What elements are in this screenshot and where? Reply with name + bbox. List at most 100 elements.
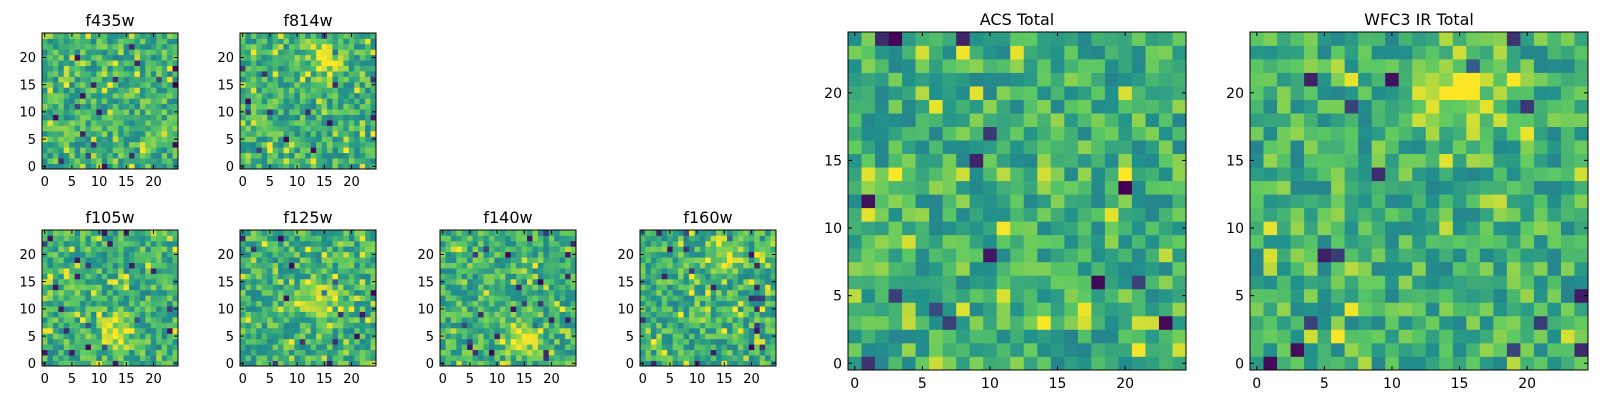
heatmap-cell [500, 350, 506, 356]
heatmap-cell [113, 355, 119, 361]
heatmap-cell [1520, 194, 1534, 208]
heatmap-cell [273, 33, 279, 39]
heatmap-cell [1547, 289, 1561, 303]
heatmap-cell [262, 77, 268, 83]
heatmap-cell [997, 32, 1011, 46]
heatmap-cell [173, 60, 179, 66]
heatmap-cell [716, 279, 722, 285]
heatmap-cell [451, 355, 457, 361]
heatmap-cell [473, 317, 479, 323]
heatmap-cell [129, 263, 135, 269]
heatmap-cell [80, 279, 86, 285]
heatmap-cell [732, 355, 738, 361]
heatmap-cell [1172, 127, 1186, 141]
heatmap-cell [273, 252, 279, 258]
heatmap-cell [322, 241, 328, 247]
heatmap-cell [140, 279, 146, 285]
heatmap-cell [902, 289, 916, 303]
heatmap-cell [129, 301, 135, 307]
heatmap-cell [1493, 167, 1507, 181]
heatmap-cell [700, 246, 706, 252]
heatmap-cell [360, 295, 366, 301]
heatmap-cell [58, 142, 64, 148]
heatmap-cell [107, 268, 113, 274]
heatmap-cell [338, 328, 344, 334]
heatmap-cell [889, 46, 903, 60]
heatmap-cell [760, 317, 766, 323]
heatmap-cell [80, 246, 86, 252]
heatmap-cell [749, 333, 755, 339]
heatmap-cell [338, 268, 344, 274]
heatmap-cell [273, 164, 279, 170]
heatmap-cell [956, 113, 970, 127]
heatmap-cell [300, 115, 306, 121]
heatmap-cell [156, 290, 162, 296]
heatmap-cell [294, 77, 300, 83]
heatmap-cell [694, 290, 700, 296]
heatmap-cell [645, 339, 651, 345]
heatmap-cell [365, 93, 371, 99]
heatmap-cell [902, 343, 916, 357]
heatmap-cell [289, 279, 295, 285]
heatmap-cell [765, 344, 771, 350]
heatmap-cell [273, 93, 279, 99]
heatmap-cell [754, 344, 760, 350]
heatmap-cell [1078, 100, 1092, 114]
heatmap-cell [343, 295, 349, 301]
heatmap-cell [1534, 208, 1548, 222]
heatmap-cell [1480, 316, 1494, 330]
heatmap-cell [75, 284, 81, 290]
heatmap-cell [1466, 289, 1480, 303]
heatmap-cell [47, 230, 53, 236]
heatmap-cell [151, 279, 157, 285]
heatmap-cell [1412, 167, 1426, 181]
heatmap-cell [311, 333, 317, 339]
heatmap-cell [305, 361, 311, 367]
heatmap-cell [749, 355, 755, 361]
heatmap-cell [124, 268, 130, 274]
heatmap-cell [1318, 181, 1332, 195]
heatmap-cell [349, 284, 355, 290]
heatmap-cell [565, 306, 571, 312]
heatmap-cell [1399, 289, 1413, 303]
heatmap-cell [1426, 181, 1440, 195]
heatmap-cell [47, 257, 53, 263]
x-tick-label: 15 [716, 372, 733, 387]
heatmap-cell [1024, 329, 1038, 343]
y-tick-label: 20 [19, 51, 36, 66]
y-tick-label: 0 [426, 357, 434, 372]
heatmap-cell [1372, 289, 1386, 303]
heatmap-cell [875, 113, 889, 127]
heatmap-cell [300, 328, 306, 334]
heatmap-cell [338, 355, 344, 361]
heatmap-cell [462, 295, 468, 301]
heatmap-cell [53, 93, 59, 99]
heatmap-cell [311, 279, 317, 285]
heatmap-cell [140, 77, 146, 83]
heatmap-cell [711, 339, 717, 345]
heatmap-cell [1345, 289, 1359, 303]
heatmap-cell [689, 306, 695, 312]
heatmap-cell [47, 263, 53, 269]
heatmap-cell [1277, 356, 1291, 370]
heatmap-cell [1507, 302, 1521, 316]
heatmap-cell [316, 263, 322, 269]
heatmap-cell [440, 241, 446, 247]
heatmap-cell [284, 136, 290, 142]
heatmap-cell [273, 257, 279, 263]
heatmap-cell [722, 328, 728, 334]
heatmap-cell [538, 328, 544, 334]
heatmap-cell [371, 49, 377, 55]
heatmap-cell [86, 333, 92, 339]
heatmap-cell [47, 55, 53, 61]
heatmap-cell [240, 241, 246, 247]
heatmap-cell [505, 301, 511, 307]
heatmap-cell [760, 241, 766, 247]
heatmap-cell [1331, 235, 1345, 249]
heatmap-cell [53, 230, 59, 236]
heatmap-cell [91, 98, 97, 104]
heatmap-cell [53, 136, 59, 142]
heatmap-cell [102, 49, 108, 55]
heatmap-cell [145, 241, 151, 247]
